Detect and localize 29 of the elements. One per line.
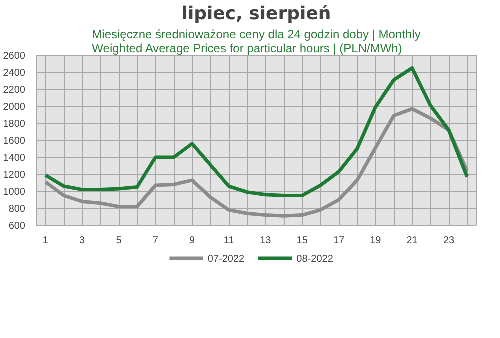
chart-subtitle: Miesięczne średnioważone ceny dla 24 godzin doby | Monthly Weighted Average Prices for particular hours | (PLN/MWh): [92, 28, 421, 56]
x-tick-label: 21: [406, 236, 418, 246]
x-tick-label: 15: [296, 236, 308, 246]
y-tick-label: 800: [8, 204, 26, 215]
legend-label: 07-2022: [208, 254, 246, 265]
x-tick-label: 19: [370, 236, 382, 246]
x-tick-label: 9: [190, 236, 196, 246]
x-tick-label: 17: [333, 236, 345, 246]
y-tick-label: 2000: [3, 102, 26, 113]
y-tick-label: 1600: [3, 136, 26, 147]
x-tick-label: 7: [152, 236, 159, 246]
y-tick-label: 2600: [3, 51, 26, 62]
y-tick-label: 1200: [3, 170, 26, 181]
x-tick-label: 13: [260, 236, 272, 246]
y-tick-label: 2200: [3, 85, 26, 96]
line-series: [44, 107, 470, 218]
line-series: [44, 66, 470, 198]
y-tick-label: 600: [8, 221, 26, 232]
x-tick-label: 1: [42, 236, 49, 246]
y-tick-label: 2400: [3, 68, 26, 79]
y-tick-label: 1400: [3, 153, 26, 164]
x-tick-label: 11: [224, 236, 235, 246]
chart-title: lipiec, sierpień: [182, 4, 332, 24]
x-tick-label: 5: [116, 236, 122, 246]
y-tick-label: 1800: [3, 119, 26, 130]
x-tick-label: 3: [80, 236, 86, 246]
x-tick-label: 23: [443, 236, 455, 246]
y-tick-label: 1000: [3, 187, 26, 198]
legend-label: 08-2022: [296, 254, 334, 265]
